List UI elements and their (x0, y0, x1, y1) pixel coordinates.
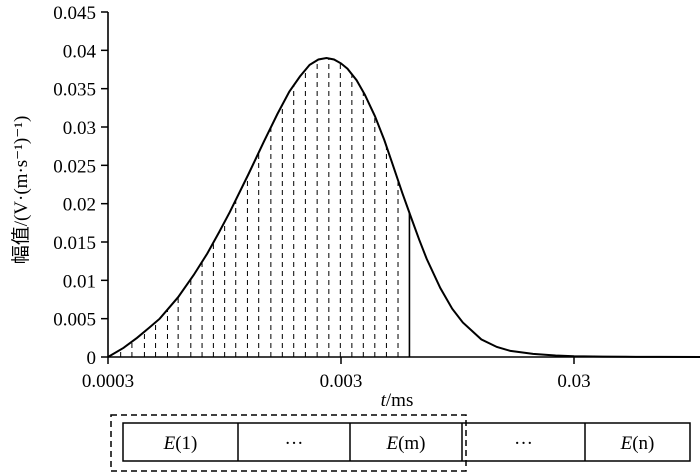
y-tick-label: 0.025 (53, 156, 96, 177)
y-axis-title: 幅值/(V·(m·s⁻¹)⁻¹) (10, 116, 32, 265)
segment-label: ··· (514, 433, 533, 454)
segment-label: E(m) (385, 433, 425, 454)
y-axis-ticks: 0 0.005 0.01 0.015 0.02 0.025 0.03 0.035 0.04 0.0… (53, 3, 108, 369)
y-tick-label: 0.035 (53, 80, 96, 101)
amplitude-curve (107, 56, 700, 358)
y-tick-label: 0 (87, 348, 97, 369)
x-tick-label: 0.0003 (82, 371, 134, 392)
segment-strip (122, 422, 691, 462)
y-tick-label: 0.03 (63, 118, 96, 139)
y-tick-label: 0.04 (63, 41, 97, 62)
segment-label: E(1) (163, 433, 198, 454)
y-tick-label: 0.01 (63, 271, 96, 292)
selected-window-box (110, 414, 467, 472)
x-axis-ticks: 0.0003 0.003 0.03 (82, 357, 591, 392)
x-axis-title-rest: /ms (386, 390, 413, 411)
y-tick-label: 0.02 (63, 195, 96, 216)
y-tick-label: 0.005 (53, 310, 96, 331)
dashed-integration-lines (120, 58, 399, 357)
x-axis-title-italic: t (381, 390, 387, 411)
segment-cells: E(1) ··· E(m) ··· E(n) (163, 423, 655, 461)
y-tick-label: 0.045 (53, 3, 96, 24)
x-axis-title: t/ms (381, 390, 414, 411)
segment-label: E(n) (620, 433, 655, 454)
segment-label: ··· (285, 433, 304, 454)
x-tick-label: 0.03 (557, 371, 590, 392)
y-tick-label: 0.015 (53, 233, 96, 254)
x-tick-label: 0.003 (320, 371, 363, 392)
